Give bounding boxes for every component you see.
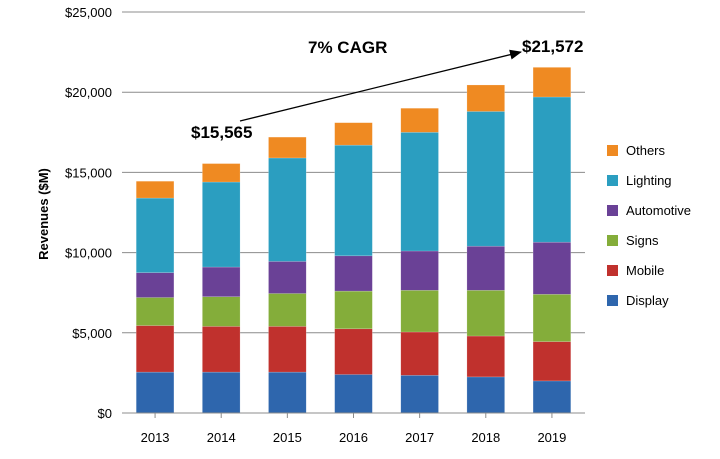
x-tick-label: 2018 (471, 430, 500, 445)
y-axis-title: Revenues ($M) (36, 168, 51, 260)
bar-segment-signs-2019 (532, 294, 572, 342)
bar-segment-lighting-2018 (466, 111, 505, 247)
bar-segment-lighting-2015 (268, 157, 307, 262)
start-value-label: $15,565 (191, 123, 252, 142)
bar-segment-lighting-2016 (334, 144, 373, 257)
bar-segment-others-2018 (466, 84, 505, 112)
legend-label-automotive: Automotive (626, 203, 691, 218)
bar-segment-signs-2013 (135, 297, 175, 326)
legend-label-signs: Signs (626, 233, 659, 248)
x-tick-label: 2016 (339, 430, 368, 445)
bar-segment-signs-2017 (400, 290, 439, 333)
legend-swatch-others (607, 145, 618, 156)
legend-swatch-lighting (607, 175, 618, 186)
legend-label-lighting: Lighting (626, 173, 672, 188)
bar-segment-lighting-2019 (532, 96, 572, 243)
bar-segment-others-2015 (268, 136, 307, 159)
bar-segment-display-2015 (268, 371, 307, 414)
bar-segment-automotive-2016 (334, 255, 373, 292)
bar-segment-signs-2014 (202, 296, 241, 327)
x-tick-label: 2014 (207, 430, 236, 445)
cagr-arrow (239, 49, 522, 122)
cagr-label: 7% CAGR (308, 38, 387, 57)
bar-segment-automotive-2014 (202, 266, 241, 297)
bar-segment-display-2018 (466, 376, 505, 414)
x-tick-label: 2013 (141, 430, 170, 445)
bar-segment-others-2013 (135, 180, 175, 199)
y-tick-label: $0 (98, 406, 112, 421)
bar-segment-mobile-2014 (202, 326, 241, 373)
bar-segment-signs-2016 (334, 290, 373, 330)
bar-segment-mobile-2016 (334, 328, 373, 375)
x-tick-label: 2019 (537, 430, 566, 445)
bar-segment-lighting-2014 (202, 181, 241, 268)
bar-segment-others-2014 (202, 163, 241, 183)
bar-segment-automotive-2015 (268, 261, 307, 294)
bar-segment-signs-2018 (466, 290, 505, 337)
x-tick-label: 2015 (273, 430, 302, 445)
y-axis-tick-labels: $0 $5,000 $10,000 $15,000 $20,000 $25,000 (65, 5, 112, 421)
legend-swatch-automotive (607, 205, 618, 216)
bars (135, 67, 572, 418)
y-tick-label: $25,000 (65, 5, 112, 20)
y-tick-label: $15,000 (65, 165, 112, 180)
legend: Others Lighting Automotive Signs Mobile Displ… (607, 143, 691, 308)
y-tick-label: $10,000 (65, 246, 112, 261)
bar-segment-mobile-2017 (400, 331, 439, 376)
bar-segment-mobile-2019 (532, 341, 572, 382)
bar-segment-automotive-2013 (135, 272, 175, 298)
y-tick-label: $20,000 (65, 85, 112, 100)
bar-segment-lighting-2013 (135, 197, 175, 273)
bar-segment-others-2016 (334, 122, 373, 146)
bar-segment-others-2017 (400, 107, 439, 133)
legend-label-display: Display (626, 293, 669, 308)
legend-swatch-display (607, 295, 618, 306)
bar-segment-mobile-2013 (135, 325, 175, 373)
bar-segment-mobile-2015 (268, 326, 307, 373)
bar-segment-signs-2015 (268, 293, 307, 327)
bar-segment-display-2013 (135, 371, 175, 414)
legend-label-mobile: Mobile (626, 263, 664, 278)
bar-segment-display-2017 (400, 375, 439, 414)
bar-segment-others-2019 (532, 67, 572, 98)
legend-label-others: Others (626, 143, 666, 158)
legend-swatch-mobile (607, 265, 618, 276)
x-axis-tick-labels: 2013 2014 2015 2016 2017 2018 2019 (141, 430, 567, 445)
end-value-label: $21,572 (522, 37, 583, 56)
bar-segment-display-2014 (202, 371, 241, 414)
bar-segment-automotive-2017 (400, 250, 439, 291)
bar-segment-display-2019 (532, 380, 572, 414)
bar-segment-automotive-2018 (466, 245, 505, 291)
y-tick-label: $5,000 (72, 326, 112, 341)
legend-swatch-signs (607, 235, 618, 246)
bar-segment-automotive-2019 (532, 241, 572, 295)
bar-segment-display-2016 (334, 374, 373, 414)
bar-segment-mobile-2018 (466, 335, 505, 378)
x-tick-label: 2017 (405, 430, 434, 445)
bar-segment-lighting-2017 (400, 132, 439, 252)
